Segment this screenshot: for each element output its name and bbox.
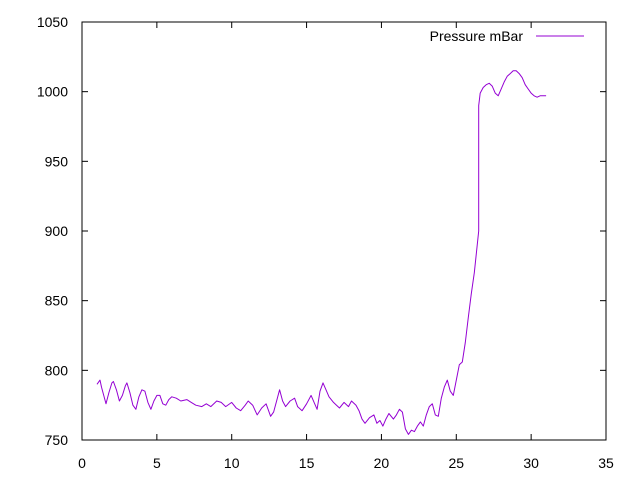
y-tick-label-5: 1000	[37, 84, 68, 100]
x-tick-label-6: 30	[523, 455, 539, 471]
x-tick-label-0: 0	[78, 455, 86, 471]
x-tick-label-4: 20	[374, 455, 390, 471]
y-axis: 750 800 850 900 950 1000 1050	[37, 14, 606, 448]
y-tick-label-0: 750	[45, 432, 69, 448]
y-tick-label-1: 800	[45, 362, 69, 378]
y-tick-label-6: 1050	[37, 14, 68, 30]
x-axis: 0 5 10 15 20 25 30 35	[78, 22, 614, 471]
y-tick-label-2: 850	[45, 293, 69, 309]
series-line-pressure	[96, 70, 547, 435]
y-tick-label-4: 950	[45, 153, 69, 169]
legend: Pressure mBar	[430, 28, 584, 44]
x-tick-label-7: 35	[598, 455, 614, 471]
y-tick-label-3: 900	[45, 223, 69, 239]
legend-label-pressure: Pressure mBar	[430, 28, 524, 44]
x-tick-label-5: 25	[448, 455, 464, 471]
x-tick-label-3: 15	[299, 455, 315, 471]
x-tick-label-2: 10	[224, 455, 240, 471]
x-tick-label-1: 5	[153, 455, 161, 471]
